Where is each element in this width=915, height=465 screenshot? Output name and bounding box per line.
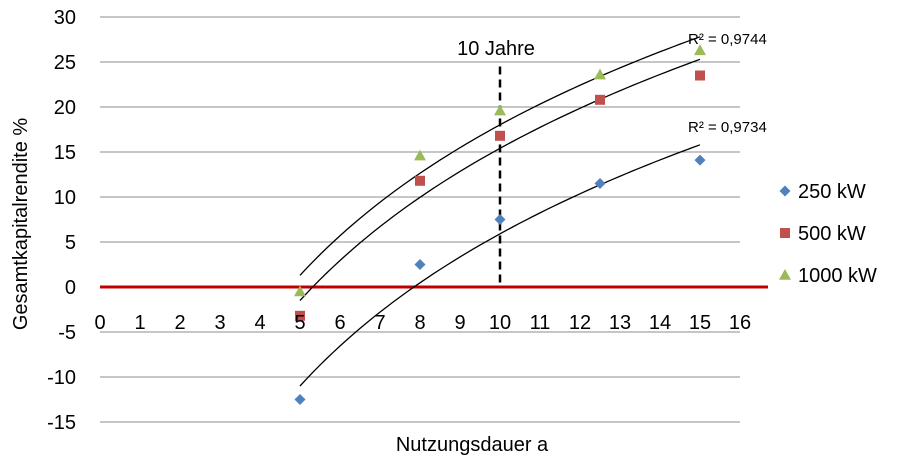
data-point-500kw (595, 94, 605, 105)
data-point-500kw (415, 175, 425, 186)
x-tick-label: 15 (689, 312, 711, 334)
data-point-250kw (594, 178, 606, 189)
x-tick-label: 4 (254, 312, 265, 334)
y-tick-label: 10 (54, 187, 76, 209)
x-tick-label: 8 (414, 312, 425, 334)
y-tick-label: -15 (47, 412, 76, 434)
data-point-1000kw (414, 149, 426, 161)
data-point-250kw (694, 154, 706, 166)
y-tick-label: 25 (54, 52, 76, 74)
x-tick-label: 16 (729, 312, 751, 334)
legend-marker-250kw (779, 185, 791, 197)
legend-marker-shape-250kw (779, 185, 791, 197)
x-tick-label: 10 (489, 312, 511, 334)
y-axis-title: Gesamtkapitalrendite % (10, 118, 32, 331)
legend-marker-shape-500kw (780, 228, 790, 238)
y-tick-label: 30 (54, 7, 76, 29)
x-tick-label: 9 (454, 312, 465, 334)
y-tick-label: -5 (58, 322, 76, 344)
legend: 250 kW 500 kW 1000 kW (779, 181, 877, 287)
x-tick-label: 0 (94, 312, 105, 334)
y-tick-labels: 30 25 20 15 10 5 0 -5 -10 -15 (47, 7, 76, 434)
legend-marker-500kw (780, 228, 790, 238)
trendline-0 (299, 144, 701, 387)
legend-marker-shape-1000kw (779, 269, 791, 280)
y-tick-label: 20 (54, 97, 76, 119)
r-squared-upper-label: R² = 0,9744 (688, 31, 767, 48)
data-point-250kw (494, 214, 506, 225)
data-point-500kw (295, 310, 305, 321)
legend-marker-1000kw (779, 269, 791, 280)
x-tick-label: 1 (134, 312, 145, 334)
x-tick-label: 14 (649, 312, 671, 334)
y-tick-label: 5 (65, 232, 76, 254)
data-point-500kw (495, 130, 505, 141)
y-tick-label: 15 (54, 142, 76, 164)
x-tick-label: 5 (294, 312, 305, 334)
ten-year-label: 10 Jahre (457, 38, 535, 60)
data-point-250kw (414, 259, 426, 270)
y-tick-label: 0 (65, 277, 76, 299)
data-point-1000kw (494, 104, 506, 116)
data-point-1000kw (294, 285, 306, 297)
legend-item-250kw: 250 kW (779, 181, 866, 203)
x-tick-label: 13 (609, 312, 631, 334)
y-tick-label: -10 (47, 367, 76, 389)
data-point-250kw (294, 394, 306, 405)
x-tick-label: 3 (214, 312, 225, 334)
legend-item-500kw: 500 kW (780, 223, 866, 245)
r-squared-lower-label: R² = 0,9734 (688, 119, 767, 136)
x-tick-label: 2 (174, 312, 185, 334)
data-point-layer (294, 44, 706, 405)
x-tick-labels: 0 1 2 3 4 5 6 7 8 9 10 11 12 13 14 15 16 (94, 312, 751, 334)
x-tick-label: 12 (569, 312, 591, 334)
gridlines (100, 16, 740, 423)
x-tick-label: 11 (530, 312, 551, 334)
legend-item-1000kw: 1000 kW (779, 265, 877, 287)
x-tick-label: 7 (374, 312, 385, 334)
legend-label-1000kw: 1000 kW (798, 265, 877, 287)
legend-label-500kw: 500 kW (798, 223, 866, 245)
data-point-500kw (695, 70, 705, 81)
x-tick-label: 6 (334, 312, 345, 334)
data-point-1000kw (694, 44, 706, 56)
data-point-1000kw (594, 68, 606, 80)
x-axis-title: Nutzungsdauer a (396, 434, 549, 456)
legend-label-250kw: 250 kW (798, 181, 866, 203)
